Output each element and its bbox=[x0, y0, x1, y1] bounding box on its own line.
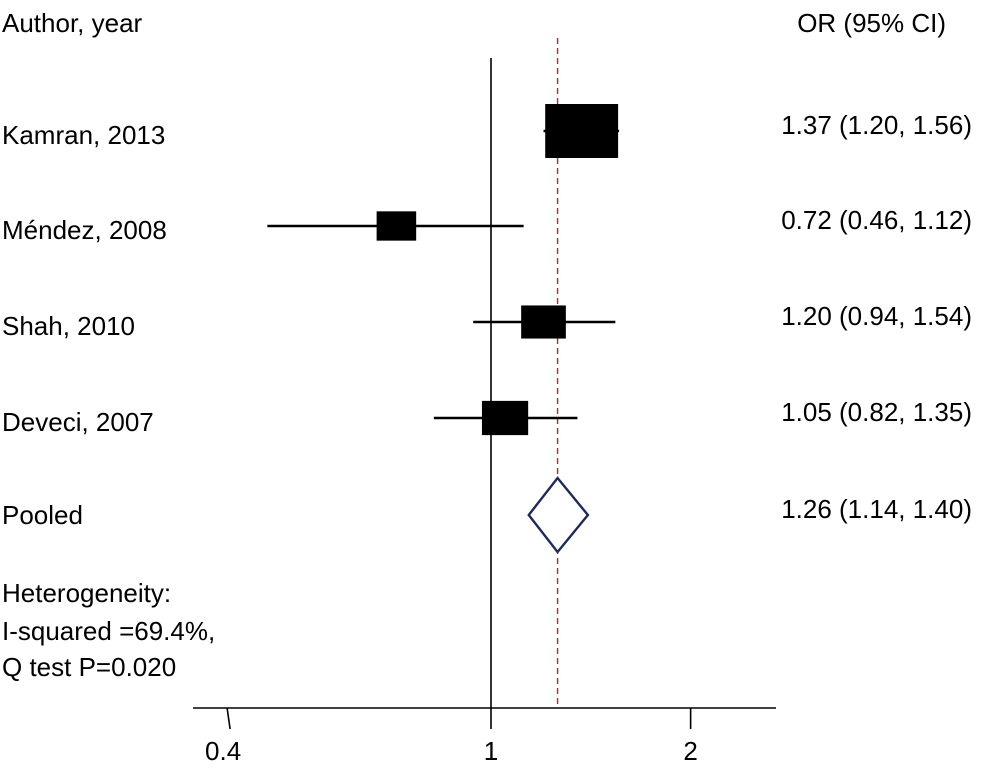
pooled-ci-text: 1.26 (1.14, 1.40) bbox=[781, 494, 972, 524]
x-tick-label: 2 bbox=[683, 736, 697, 766]
heterogeneity-line: Q test P=0.020 bbox=[2, 652, 176, 682]
study-rows: Kamran, 2013 1.37 (1.20, 1.56) Méndez, 200… bbox=[2, 104, 972, 437]
ci-text: 0.72 (0.46, 1.12) bbox=[781, 205, 972, 235]
effect-marker bbox=[376, 211, 417, 241]
heterogeneity-block: Heterogeneity: I-squared =69.4%, Q test P=… bbox=[2, 578, 215, 682]
study-label: Kamran, 2013 bbox=[2, 120, 165, 150]
study-row: Shah, 2010 1.20 (0.94, 1.54) bbox=[2, 301, 972, 341]
effect-marker bbox=[481, 400, 529, 436]
study-row: Kamran, 2013 1.37 (1.20, 1.56) bbox=[2, 104, 972, 158]
pooled-label: Pooled bbox=[2, 500, 83, 530]
study-label: Deveci, 2007 bbox=[2, 407, 154, 437]
heterogeneity-line: Heterogeneity: bbox=[2, 578, 171, 608]
pooled-diamond bbox=[527, 476, 590, 554]
x-tick-label: 0.4 bbox=[205, 736, 241, 766]
ci-text: 1.05 (0.82, 1.35) bbox=[781, 397, 972, 427]
study-row: Deveci, 2007 1.05 (0.82, 1.35) bbox=[2, 397, 972, 437]
study-row: Méndez, 2008 0.72 (0.46, 1.12) bbox=[2, 205, 972, 245]
x-axis: 0.4 1 2 bbox=[193, 707, 776, 766]
x-tick-label: 1 bbox=[484, 736, 498, 766]
header-right: OR (95% CI) bbox=[797, 8, 946, 38]
heterogeneity-line: I-squared =69.4%, bbox=[2, 616, 215, 646]
header-left: Author, year bbox=[2, 8, 143, 38]
study-label: Shah, 2010 bbox=[2, 311, 135, 341]
effect-marker bbox=[545, 104, 619, 158]
pooled-row: Pooled 1.26 (1.14, 1.40) bbox=[2, 476, 972, 554]
study-label: Méndez, 2008 bbox=[2, 215, 167, 245]
effect-marker bbox=[521, 305, 566, 339]
x-tick bbox=[226, 707, 231, 730]
ci-text: 1.20 (0.94, 1.54) bbox=[781, 301, 972, 331]
ci-text: 1.37 (1.20, 1.56) bbox=[781, 110, 972, 140]
